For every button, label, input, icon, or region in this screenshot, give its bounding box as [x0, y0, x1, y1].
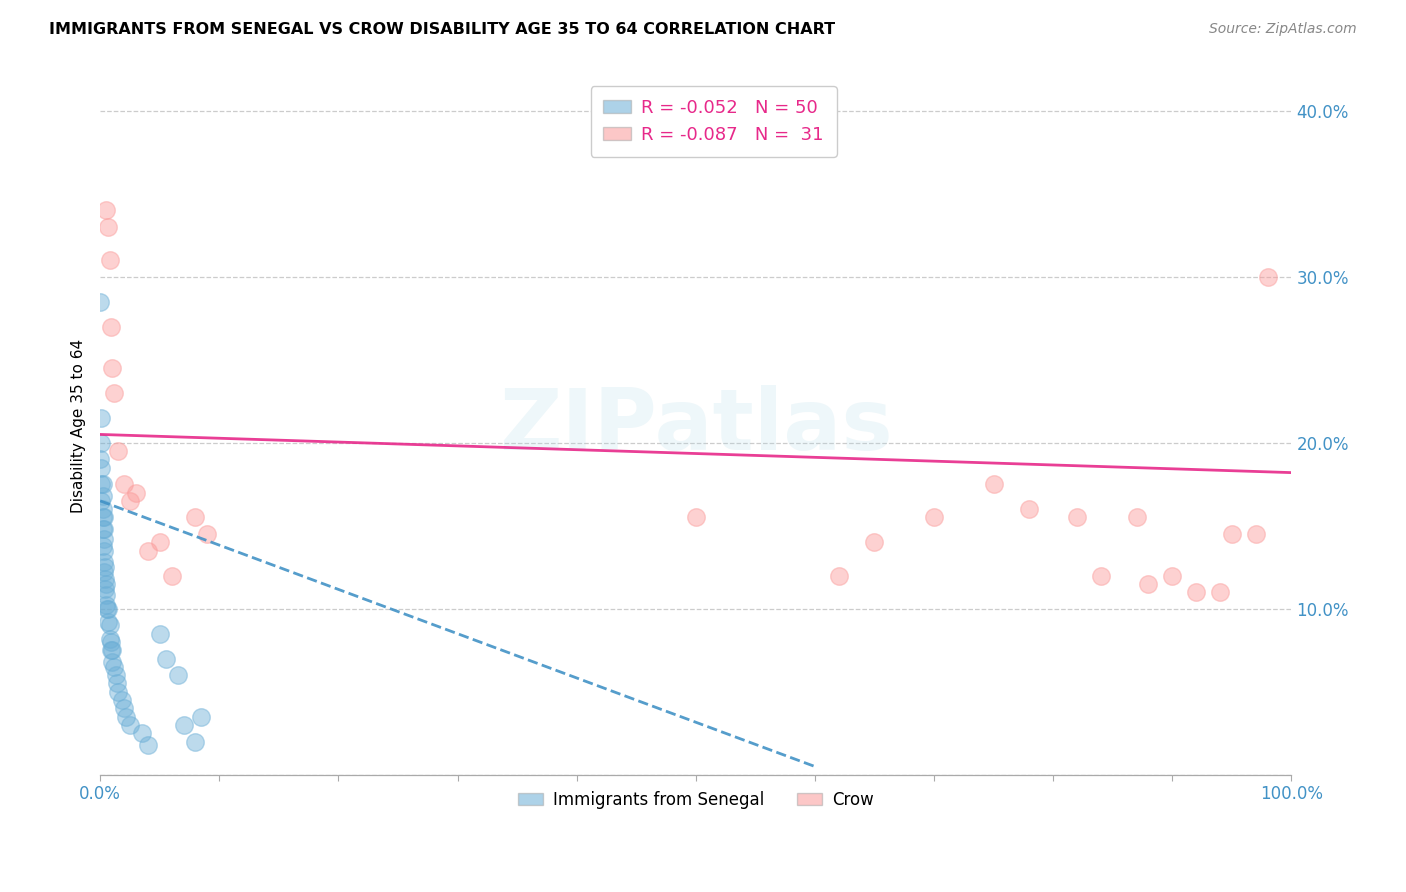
Point — [91, 522, 114, 536]
Point — [110, 693, 132, 707]
Point — [1125, 510, 1147, 524]
Point — [97, 601, 120, 615]
Point — [118, 718, 141, 732]
Point — [1018, 502, 1040, 516]
Point — [1161, 568, 1184, 582]
Point — [91, 477, 114, 491]
Point — [983, 477, 1005, 491]
Point — [104, 668, 127, 682]
Legend: Immigrants from Senegal, Crow: Immigrants from Senegal, Crow — [510, 784, 880, 815]
Point — [90, 460, 112, 475]
Point — [100, 319, 122, 334]
Point — [98, 253, 121, 268]
Point — [93, 566, 115, 580]
Point — [115, 709, 138, 723]
Point — [1244, 527, 1267, 541]
Point — [190, 709, 212, 723]
Point — [93, 522, 115, 536]
Point — [1209, 585, 1232, 599]
Point — [922, 510, 945, 524]
Point — [93, 555, 115, 569]
Point — [98, 632, 121, 646]
Point — [155, 651, 177, 665]
Point — [103, 385, 125, 400]
Point — [90, 493, 112, 508]
Point — [94, 589, 117, 603]
Point — [149, 535, 172, 549]
Point — [166, 668, 188, 682]
Point — [91, 489, 114, 503]
Text: ZIPatlas: ZIPatlas — [499, 384, 893, 467]
Point — [685, 510, 707, 524]
Point — [1066, 510, 1088, 524]
Point — [101, 361, 124, 376]
Point — [101, 643, 124, 657]
Point — [94, 572, 117, 586]
Point — [101, 655, 124, 669]
Point — [97, 615, 120, 629]
Point — [1090, 568, 1112, 582]
Point — [184, 510, 207, 524]
Point — [98, 618, 121, 632]
Point — [863, 535, 886, 549]
Point — [107, 685, 129, 699]
Point — [136, 543, 159, 558]
Point — [94, 203, 117, 218]
Point — [93, 510, 115, 524]
Point — [103, 660, 125, 674]
Point — [118, 493, 141, 508]
Point — [91, 539, 114, 553]
Point — [195, 527, 218, 541]
Point — [184, 734, 207, 748]
Point — [125, 485, 148, 500]
Point — [131, 726, 153, 740]
Point — [91, 502, 114, 516]
Y-axis label: Disability Age 35 to 64: Disability Age 35 to 64 — [72, 339, 86, 513]
Point — [94, 582, 117, 596]
Point — [89, 294, 111, 309]
Text: Source: ZipAtlas.com: Source: ZipAtlas.com — [1209, 22, 1357, 37]
Point — [94, 599, 117, 613]
Point — [136, 738, 159, 752]
Point — [94, 560, 117, 574]
Point — [1220, 527, 1243, 541]
Point — [105, 676, 128, 690]
Point — [94, 577, 117, 591]
Point — [112, 701, 135, 715]
Point — [149, 626, 172, 640]
Point — [100, 643, 122, 657]
Point — [97, 219, 120, 234]
Point — [93, 532, 115, 546]
Point — [107, 444, 129, 458]
Point — [96, 601, 118, 615]
Point — [90, 477, 112, 491]
Point — [90, 435, 112, 450]
Point — [91, 510, 114, 524]
Point — [93, 543, 115, 558]
Point — [828, 568, 851, 582]
Text: IMMIGRANTS FROM SENEGAL VS CROW DISABILITY AGE 35 TO 64 CORRELATION CHART: IMMIGRANTS FROM SENEGAL VS CROW DISABILI… — [49, 22, 835, 37]
Point — [112, 477, 135, 491]
Point — [100, 635, 122, 649]
Point — [89, 452, 111, 467]
Point — [173, 718, 195, 732]
Point — [1185, 585, 1208, 599]
Point — [1257, 269, 1279, 284]
Point — [1137, 577, 1160, 591]
Point — [160, 568, 183, 582]
Point — [90, 410, 112, 425]
